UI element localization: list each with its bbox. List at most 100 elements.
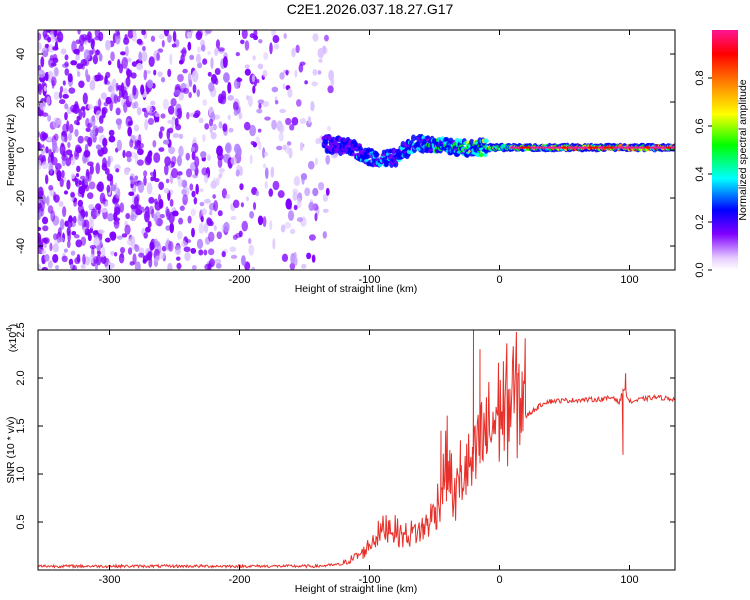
spectrogram-noise-cell bbox=[133, 124, 140, 132]
spectrogram-noise-cell bbox=[143, 176, 147, 186]
y-tick-label: -20 bbox=[15, 190, 27, 206]
spectrogram-noise-cell bbox=[146, 251, 153, 261]
spectrogram-noise-cell bbox=[216, 145, 223, 157]
spectrogram-noise-cell bbox=[178, 133, 184, 140]
spectrogram-noise-cell bbox=[183, 246, 191, 253]
spectrogram-noise-cell bbox=[85, 127, 91, 133]
spectrogram-noise-cell bbox=[255, 190, 259, 197]
spectrogram-peak-cell bbox=[587, 146, 594, 149]
spectrogram-noise-cell bbox=[109, 231, 117, 241]
spectrogram-noise-cell bbox=[46, 30, 51, 33]
spectrogram-noise-cell bbox=[269, 42, 273, 55]
spectrogram-noise-cell bbox=[93, 256, 99, 264]
spectrogram-noise-cell bbox=[206, 218, 213, 227]
spectrogram-noise-cell bbox=[42, 225, 49, 232]
spectrogram-noise-cell bbox=[296, 99, 302, 107]
spectrogram-noise-cell bbox=[135, 204, 142, 211]
spectrogram-noise-cell bbox=[278, 132, 284, 142]
spectrogram-noise-cell bbox=[80, 59, 87, 67]
spectrogram-noise-cell bbox=[38, 159, 42, 170]
spectrogram-noise-cell bbox=[133, 101, 139, 109]
spectrogram-noise-cell bbox=[46, 136, 53, 142]
spectrogram-noise-cell bbox=[41, 237, 49, 243]
spectrogram-noise-cell bbox=[174, 245, 181, 251]
spectrogram-noise-cell bbox=[258, 103, 262, 110]
spectrogram-noise-cell bbox=[193, 113, 200, 119]
spectrogram-noise-cell bbox=[128, 191, 135, 197]
spectrogram-noise-cell bbox=[269, 220, 273, 231]
spectrogram-noise-cell bbox=[271, 119, 277, 130]
spectrogram-noise-cell bbox=[47, 36, 52, 43]
spectrogram-noise-cell bbox=[45, 72, 49, 82]
spectrogram-noise-cell bbox=[125, 76, 131, 87]
spectrogram-noise-cell bbox=[308, 234, 316, 241]
spectrogram-noise-cell bbox=[72, 215, 77, 224]
spectrogram-noise-cell bbox=[147, 117, 155, 126]
spectrogram-noise-cell bbox=[210, 57, 214, 70]
spectrogram-noise-cell bbox=[200, 215, 204, 223]
spectrogram-noise-cell bbox=[154, 201, 162, 211]
spectrogram-noise-cell bbox=[207, 154, 211, 161]
spectrogram-noise-cell bbox=[90, 208, 98, 220]
spectrogram-noise-cell bbox=[137, 159, 144, 166]
snr-series-line bbox=[38, 330, 675, 570]
spectrogram-noise-cell bbox=[268, 188, 274, 197]
spectrogram-noise-cell bbox=[54, 239, 60, 245]
spectrogram-noise-cell bbox=[255, 136, 260, 145]
spectrogram-peak-cell bbox=[509, 146, 516, 149]
spectrogram-noise-cell bbox=[177, 230, 183, 240]
spectrogram-noise-cell bbox=[264, 167, 269, 180]
colorbar-tick-label: 0.0 bbox=[694, 262, 706, 277]
spectrogram-noise-cell bbox=[177, 73, 184, 83]
spectrogram-noise-cell bbox=[125, 212, 131, 220]
spectrogram-noise-cell bbox=[53, 233, 58, 241]
spectrogram-peak-cell bbox=[634, 146, 641, 149]
spectrogram-peak-cell bbox=[540, 146, 547, 149]
spectrogram-noise-cell bbox=[121, 92, 125, 98]
spectrogram-noise-cell bbox=[168, 127, 174, 134]
spectrogram-noise-cell bbox=[328, 69, 335, 82]
spectrogram-noise-cell bbox=[229, 246, 237, 252]
spectrogram-noise-cell bbox=[93, 105, 100, 110]
spectrogram-noise-cell bbox=[230, 156, 237, 166]
spectrogram-noise-cell bbox=[74, 128, 79, 137]
spectrogram-noise-cell bbox=[61, 153, 68, 161]
spectrogram-noise-cell bbox=[114, 164, 121, 171]
spectrogram-noise-cell bbox=[153, 152, 161, 164]
spectrogram-noise-cell bbox=[238, 112, 243, 120]
spectrogram-noise-cell bbox=[213, 225, 217, 231]
spectrogram-noise-cell bbox=[87, 31, 92, 44]
spectrogram-noise-cell bbox=[277, 190, 285, 199]
spectrogram-noise-cell bbox=[47, 114, 52, 122]
spectrogram-noise-cell bbox=[143, 69, 148, 81]
spectrogram-noise-cell bbox=[208, 231, 215, 242]
spectrogram-noise-cell bbox=[137, 181, 145, 193]
snr-y-label: SNR (10 * v/v) bbox=[5, 416, 17, 483]
spectrogram-noise-cell bbox=[169, 53, 173, 65]
spectrogram-noise-cell bbox=[150, 35, 156, 42]
spectrogram-noise-cell bbox=[59, 218, 65, 230]
spectrogram-noise-cell bbox=[143, 170, 148, 178]
spectrogram-noise-cell bbox=[240, 202, 244, 208]
spectrogram-y-label: Frequency (Hz) bbox=[5, 114, 17, 186]
spectrogram-noise-cell bbox=[284, 144, 290, 154]
spectrogram-noise-cell bbox=[120, 246, 126, 254]
spectrogram-noise-cell bbox=[117, 58, 121, 69]
spectrogram-noise-cell bbox=[223, 72, 230, 83]
spectrogram-signal-cell bbox=[374, 152, 380, 158]
spectrogram-noise-cell bbox=[68, 123, 74, 134]
spectrogram-noise-cell bbox=[61, 255, 68, 263]
spectrogram-noise-cell bbox=[146, 105, 153, 114]
spectrogram-noise-cell bbox=[263, 151, 269, 157]
spectrogram-noise-cell bbox=[189, 183, 194, 191]
x-tick-label: -300 bbox=[98, 274, 120, 286]
spectrogram-peak-cell bbox=[597, 146, 604, 149]
spectrogram-noise-cell bbox=[115, 168, 120, 173]
spectrogram-noise-cell bbox=[154, 112, 161, 118]
spectrogram-noise-cell bbox=[98, 98, 102, 109]
spectrogram-noise-cell bbox=[194, 156, 200, 168]
spectrogram-noise-cell bbox=[207, 51, 211, 56]
spectrogram-noise-cell bbox=[84, 210, 89, 218]
spectrogram-noise-cell bbox=[199, 188, 204, 193]
spectrogram-noise-cell bbox=[168, 240, 174, 252]
